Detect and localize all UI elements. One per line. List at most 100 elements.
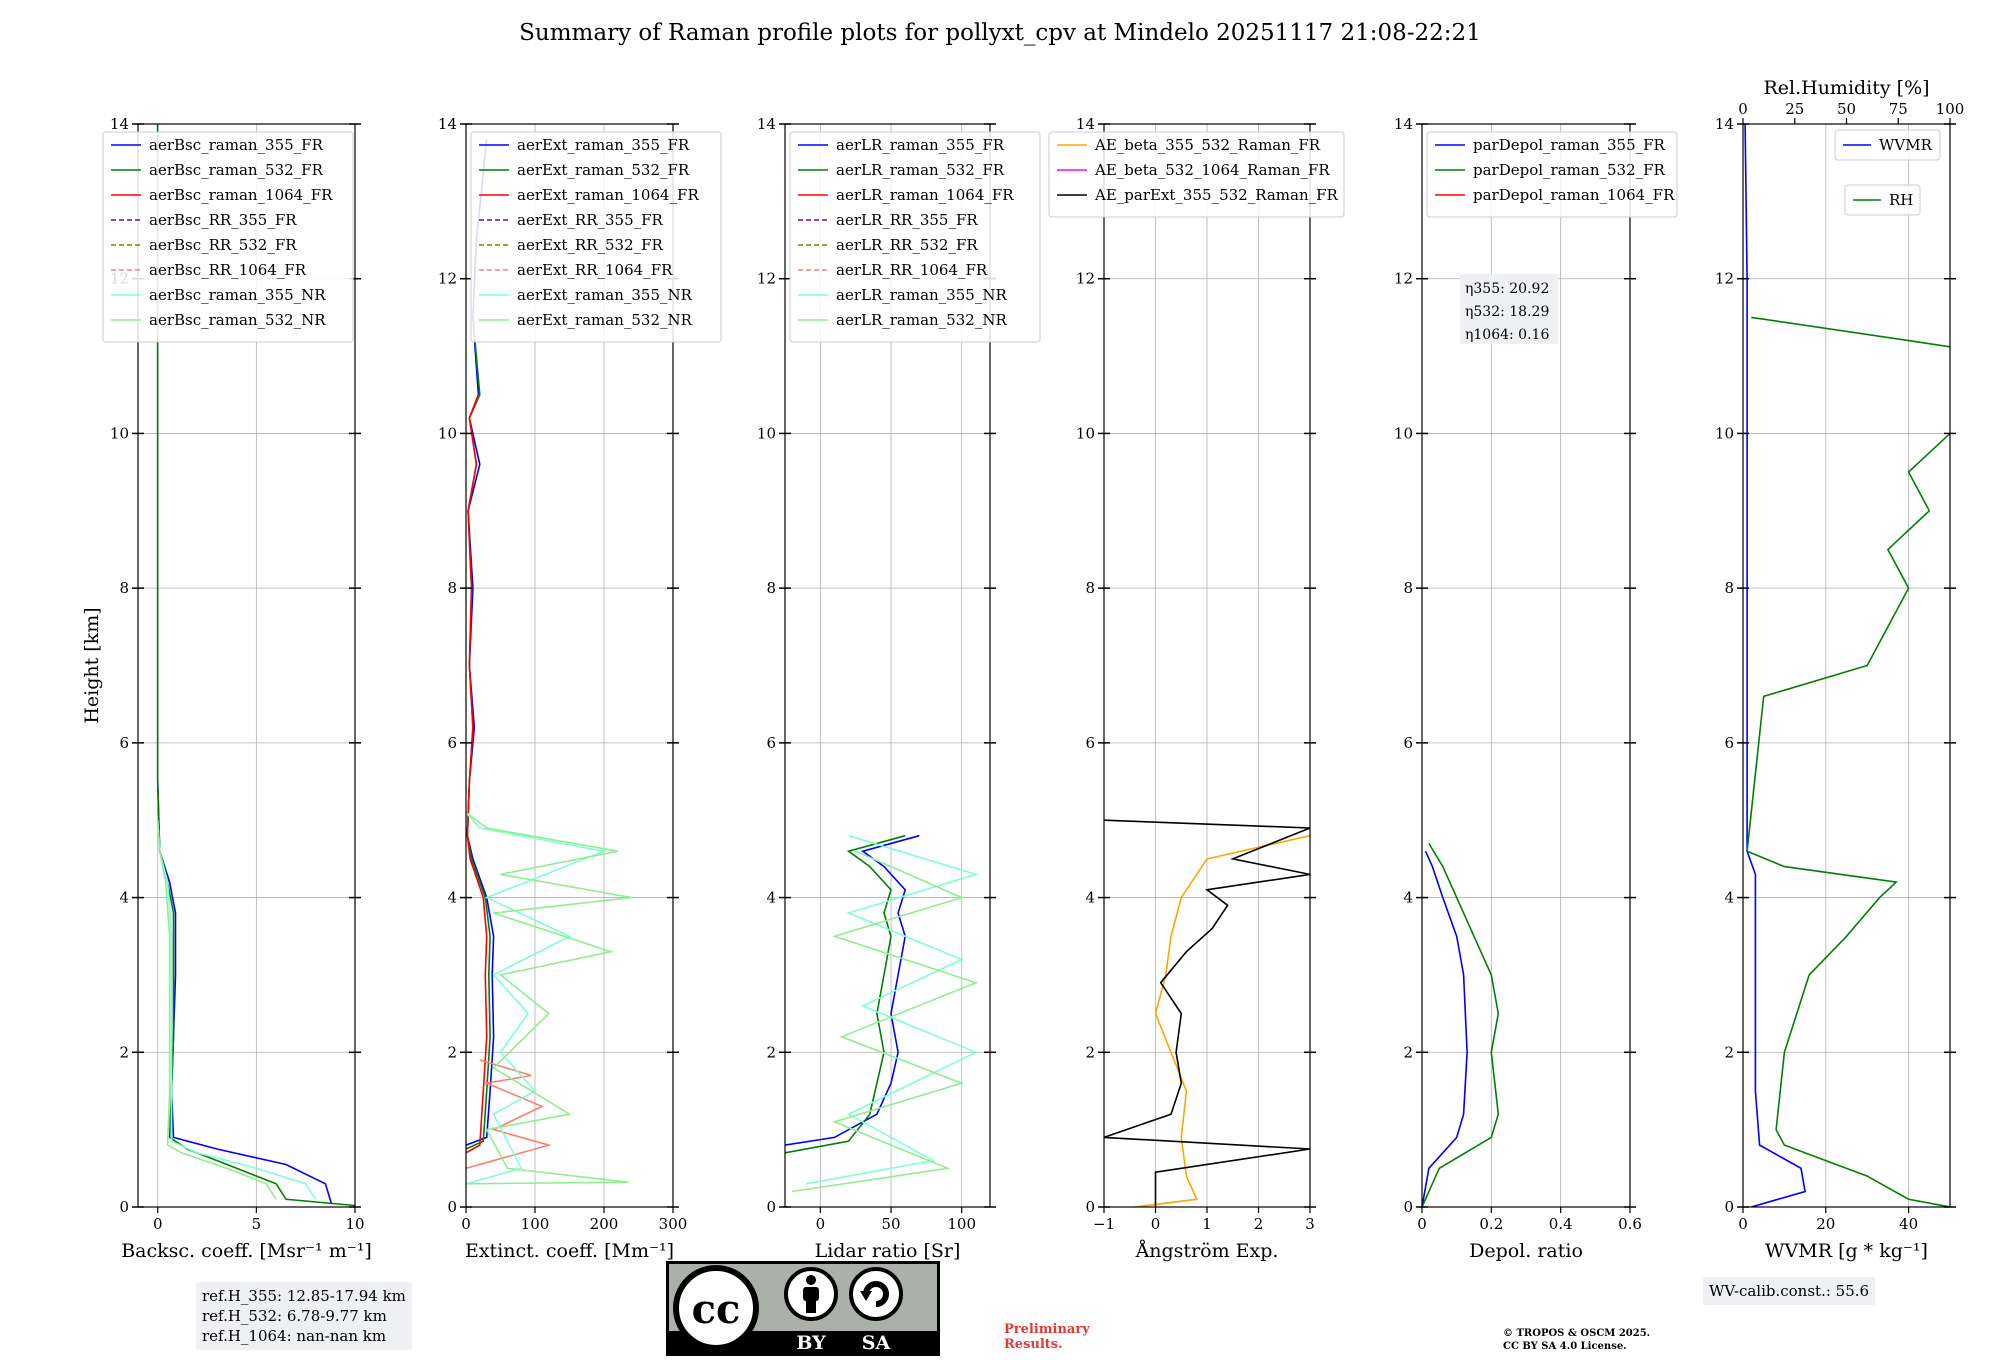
ytick-label: 0 bbox=[1085, 1198, 1095, 1216]
series-AE_beta_355_532_Raman_FR bbox=[1134, 834, 1310, 1207]
ytick-label: 14 bbox=[438, 115, 457, 133]
ytick-label: 12 bbox=[1394, 270, 1413, 288]
ytick-label: 14 bbox=[1715, 115, 1734, 133]
legend-label: RH bbox=[1889, 191, 1913, 209]
legend-label: aerExt_RR_1064_FR bbox=[517, 261, 673, 279]
copyright-note: © TROPOS & OSCM 2025. CC BY SA 4.0 Licen… bbox=[1503, 1327, 1650, 1353]
ytick-label: 6 bbox=[766, 734, 776, 752]
top-xtick-label: 100 bbox=[1936, 100, 1965, 118]
ytick-label: 4 bbox=[1403, 889, 1413, 907]
copyright-line-2: CC BY SA 4.0 License. bbox=[1503, 1341, 1627, 1352]
xtick-label: 0.4 bbox=[1549, 1215, 1573, 1233]
legend-label: aerExt_raman_532_NR bbox=[517, 311, 693, 329]
series-RH bbox=[1746, 316, 1950, 1207]
ytick-label: 4 bbox=[447, 889, 457, 907]
xtick-label: 100 bbox=[947, 1215, 976, 1233]
eta-label: η532: 18.29 bbox=[1465, 304, 1549, 320]
xlabel: Ångström Exp. bbox=[1135, 1240, 1279, 1262]
ytick-label: 14 bbox=[1394, 115, 1413, 133]
top-xlabel: Rel.Humidity [%] bbox=[1763, 77, 1929, 99]
ref-h-355: ref.H_355: 12.85-17.94 km bbox=[202, 1287, 406, 1305]
series-aerExt_raman_355_NR bbox=[466, 811, 607, 1185]
xtick-label: 0.6 bbox=[1618, 1215, 1642, 1233]
legend-box bbox=[470, 131, 722, 343]
top-xtick-label: 50 bbox=[1837, 100, 1856, 118]
ytick-label: 0 bbox=[1724, 1198, 1734, 1216]
legend-label: aerLR_RR_1064_FR bbox=[836, 261, 988, 279]
eta-box bbox=[1460, 274, 1558, 344]
ytick-label: 12 bbox=[757, 270, 776, 288]
ytick-label: 4 bbox=[1085, 889, 1095, 907]
ytick-label: 14 bbox=[757, 115, 776, 133]
ytick-label: 10 bbox=[757, 424, 776, 442]
legend-label: parDepol_raman_355_FR bbox=[1473, 136, 1666, 154]
ytick-label: 2 bbox=[447, 1043, 457, 1061]
legend-box bbox=[1834, 129, 1941, 161]
panel-backscatter: 024681012140510Backsc. coeff. [Msr⁻¹ m⁻¹… bbox=[81, 115, 372, 1262]
xtick-label: 3 bbox=[1305, 1215, 1315, 1233]
ytick-label: 10 bbox=[438, 424, 457, 442]
legend-box bbox=[789, 131, 1041, 343]
panel-lidar_ratio: 0 2 4 6 8 10 12 14 0 50 100 Lidar ratio [Sr] aerLR_r… bbox=[757, 115, 1041, 1262]
eta-label: η1064: 0.16 bbox=[1465, 327, 1549, 343]
xlabel: Lidar ratio [Sr] bbox=[815, 1240, 961, 1262]
xtick-label: −1 bbox=[1093, 1215, 1115, 1233]
ytick-label: 6 bbox=[1403, 734, 1413, 752]
legend-label: parDepol_raman_532_FR bbox=[1473, 161, 1666, 179]
legend-label: aerExt_RR_355_FR bbox=[517, 211, 664, 229]
top-xtick-label: 25 bbox=[1785, 100, 1804, 118]
plot-frame bbox=[1742, 123, 1951, 1208]
preliminary-line-1: Preliminary bbox=[1004, 1322, 1090, 1337]
xlabel: Depol. ratio bbox=[1469, 1240, 1583, 1262]
xlabel: Extinct. coeff. [Mm⁻¹] bbox=[465, 1240, 674, 1262]
xlabel: Backsc. coeff. [Msr⁻¹ m⁻¹] bbox=[121, 1240, 372, 1262]
legend-label: aerLR_raman_532_NR bbox=[836, 311, 1007, 329]
legend-box bbox=[102, 131, 354, 343]
ytick-label: 4 bbox=[119, 889, 129, 907]
ref-h-532: ref.H_532: 6.78-9.77 km bbox=[202, 1307, 387, 1325]
ytick-label: 12 bbox=[438, 270, 457, 288]
series-aerLR_raman_355_FR bbox=[785, 834, 920, 1146]
xtick-label: 0 bbox=[816, 1215, 826, 1233]
ytick-label: 0 bbox=[119, 1198, 129, 1216]
ytick-label: 12 bbox=[1715, 270, 1734, 288]
xtick-label: 1 bbox=[1202, 1215, 1212, 1233]
ytick-label: 2 bbox=[1724, 1043, 1734, 1061]
xtick-label: 5 bbox=[252, 1215, 262, 1233]
legend-label: aerExt_raman_355_NR bbox=[517, 286, 693, 304]
ytick-label: 8 bbox=[1724, 579, 1734, 597]
top-xtick-label: 75 bbox=[1889, 100, 1908, 118]
series-aerLR_raman_532_NR bbox=[791, 850, 979, 1193]
legend-label: AE_beta_355_532_Raman_FR bbox=[1094, 136, 1321, 154]
page-title: Summary of Raman profile plots for polly… bbox=[519, 20, 1481, 46]
series-parDepol_raman_355_FR bbox=[1422, 850, 1468, 1207]
legend-box bbox=[1844, 184, 1921, 216]
plot-frame bbox=[465, 123, 674, 1208]
sa-label: SA bbox=[862, 1332, 891, 1354]
ylabel: Height [km] bbox=[81, 607, 103, 723]
legend-label: WVMR bbox=[1879, 136, 1933, 154]
legend-label: aerBsc_raman_532_FR bbox=[149, 161, 324, 179]
sa-icon bbox=[849, 1267, 903, 1321]
series-aerBsc_raman_532_FR bbox=[156, 124, 355, 1207]
plot-frame bbox=[1421, 123, 1631, 1208]
legend-label: aerLR_raman_1064_FR bbox=[836, 186, 1014, 204]
ytick-label: 8 bbox=[1085, 579, 1095, 597]
xtick-label: 20 bbox=[1816, 1215, 1835, 1233]
legend-label: aerExt_raman_1064_FR bbox=[517, 186, 699, 204]
legend-label: aerExt_raman_532_FR bbox=[517, 161, 690, 179]
ytick-label: 4 bbox=[766, 889, 776, 907]
series-parDepol_raman_532_FR bbox=[1422, 842, 1500, 1207]
ytick-label: 8 bbox=[447, 579, 457, 597]
ytick-label: 2 bbox=[1403, 1043, 1413, 1061]
ytick-label: 10 bbox=[1715, 424, 1734, 442]
xtick-label: 10 bbox=[345, 1215, 364, 1233]
xtick-label: 40 bbox=[1899, 1215, 1918, 1233]
xtick-label: 0 bbox=[1738, 1215, 1748, 1233]
legend-label: aerBsc_raman_1064_FR bbox=[149, 186, 333, 204]
wv-calibration-box: WV-calib.const.: 55.6 bbox=[1703, 1277, 1876, 1305]
xtick-label: 300 bbox=[659, 1215, 688, 1233]
